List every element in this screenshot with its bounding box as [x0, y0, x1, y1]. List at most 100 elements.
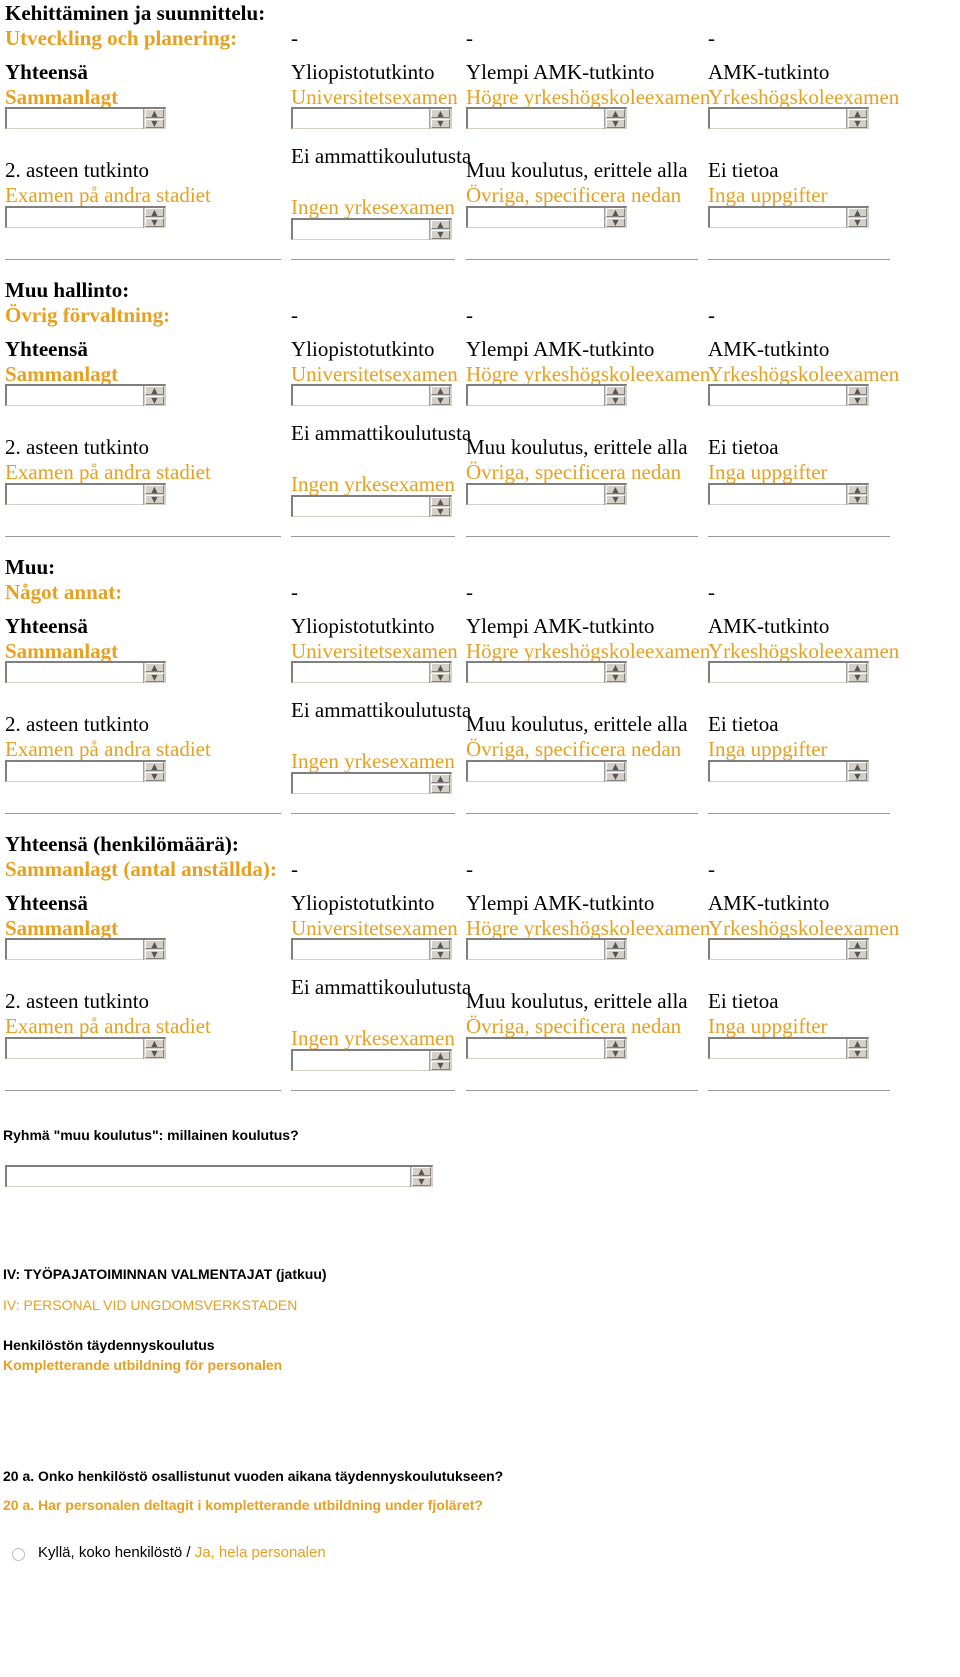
- spin-buttons[interactable]: ▲ ▼: [846, 208, 868, 228]
- spin-up-icon[interactable]: ▲: [606, 386, 625, 395]
- spin-down-icon[interactable]: ▼: [606, 673, 625, 682]
- other-stepper[interactable]: ▲ ▼: [466, 760, 627, 782]
- spin-down-icon[interactable]: ▼: [145, 950, 164, 959]
- spin-up-icon[interactable]: ▲: [848, 208, 867, 217]
- spin-down-icon[interactable]: ▼: [431, 1061, 450, 1070]
- higher-amk-stepper[interactable]: ▲ ▼: [466, 384, 627, 406]
- spin-buttons[interactable]: ▲ ▼: [143, 940, 165, 960]
- spin-buttons[interactable]: ▲ ▼: [604, 1039, 626, 1059]
- spin-up-icon[interactable]: ▲: [145, 762, 164, 771]
- spin-up-icon[interactable]: ▲: [145, 1039, 164, 1048]
- spin-down-icon[interactable]: ▼: [431, 396, 450, 405]
- spin-up-icon[interactable]: ▲: [145, 386, 164, 395]
- spin-down-icon[interactable]: ▼: [848, 119, 867, 128]
- spin-buttons[interactable]: ▲ ▼: [143, 663, 165, 683]
- spin-buttons[interactable]: ▲ ▼: [143, 1039, 165, 1059]
- spin-down-icon[interactable]: ▼: [606, 218, 625, 227]
- spin-down-icon[interactable]: ▼: [848, 1049, 867, 1058]
- spin-down-icon[interactable]: ▼: [145, 119, 164, 128]
- total-stepper[interactable]: ▲ ▼: [5, 107, 166, 129]
- spin-down-icon[interactable]: ▼: [431, 230, 450, 239]
- spin-down-icon[interactable]: ▼: [412, 1177, 431, 1186]
- spin-up-icon[interactable]: ▲: [145, 208, 164, 217]
- spin-buttons[interactable]: ▲ ▼: [429, 774, 451, 794]
- spin-up-icon[interactable]: ▲: [145, 485, 164, 494]
- spin-up-icon[interactable]: ▲: [606, 940, 625, 949]
- spin-down-icon[interactable]: ▼: [431, 119, 450, 128]
- spin-up-icon[interactable]: ▲: [848, 1039, 867, 1048]
- total-stepper[interactable]: ▲ ▼: [5, 661, 166, 683]
- spin-up-icon[interactable]: ▲: [606, 762, 625, 771]
- spin-buttons[interactable]: ▲ ▼: [143, 109, 165, 129]
- spin-down-icon[interactable]: ▼: [145, 772, 164, 781]
- higher-amk-stepper[interactable]: ▲ ▼: [466, 107, 627, 129]
- spin-up-icon[interactable]: ▲: [848, 485, 867, 494]
- spin-down-icon[interactable]: ▼: [606, 495, 625, 504]
- spin-down-icon[interactable]: ▼: [848, 950, 867, 959]
- spin-down-icon[interactable]: ▼: [431, 784, 450, 793]
- spin-up-icon[interactable]: ▲: [848, 762, 867, 771]
- spin-down-icon[interactable]: ▼: [606, 1049, 625, 1058]
- secondary-stepper[interactable]: ▲ ▼: [5, 483, 166, 505]
- spin-up-icon[interactable]: ▲: [606, 485, 625, 494]
- spin-up-icon[interactable]: ▲: [431, 774, 450, 783]
- spin-down-icon[interactable]: ▼: [606, 119, 625, 128]
- spin-buttons[interactable]: ▲ ▼: [143, 485, 165, 505]
- radio-button[interactable]: [12, 1548, 25, 1561]
- spin-buttons[interactable]: ▲ ▼: [410, 1167, 432, 1187]
- spin-up-icon[interactable]: ▲: [145, 109, 164, 118]
- spin-down-icon[interactable]: ▼: [145, 218, 164, 227]
- total-stepper[interactable]: ▲ ▼: [5, 938, 166, 960]
- university-stepper[interactable]: ▲ ▼: [291, 938, 452, 960]
- spin-up-icon[interactable]: ▲: [848, 940, 867, 949]
- spin-buttons[interactable]: ▲ ▼: [143, 208, 165, 228]
- spin-buttons[interactable]: ▲ ▼: [429, 497, 451, 517]
- secondary-stepper[interactable]: ▲ ▼: [5, 760, 166, 782]
- no-vocational-stepper[interactable]: ▲ ▼: [291, 772, 452, 794]
- other-training-input[interactable]: ▲ ▼: [5, 1165, 433, 1187]
- no-info-stepper[interactable]: ▲ ▼: [708, 483, 869, 505]
- spin-buttons[interactable]: ▲ ▼: [429, 663, 451, 683]
- spin-up-icon[interactable]: ▲: [848, 109, 867, 118]
- secondary-stepper[interactable]: ▲ ▼: [5, 206, 166, 228]
- spin-down-icon[interactable]: ▼: [145, 396, 164, 405]
- spin-up-icon[interactable]: ▲: [431, 940, 450, 949]
- spin-up-icon[interactable]: ▲: [145, 940, 164, 949]
- spin-buttons[interactable]: ▲ ▼: [846, 1039, 868, 1059]
- amk-stepper[interactable]: ▲ ▼: [708, 938, 869, 960]
- spin-up-icon[interactable]: ▲: [431, 1051, 450, 1060]
- spin-up-icon[interactable]: ▲: [606, 663, 625, 672]
- no-info-stepper[interactable]: ▲ ▼: [708, 760, 869, 782]
- spin-buttons[interactable]: ▲ ▼: [604, 109, 626, 129]
- spin-up-icon[interactable]: ▲: [431, 386, 450, 395]
- spin-buttons[interactable]: ▲ ▼: [604, 485, 626, 505]
- spin-up-icon[interactable]: ▲: [606, 109, 625, 118]
- spin-down-icon[interactable]: ▼: [606, 396, 625, 405]
- spin-buttons[interactable]: ▲ ▼: [604, 762, 626, 782]
- spin-up-icon[interactable]: ▲: [412, 1167, 431, 1176]
- spin-buttons[interactable]: ▲ ▼: [604, 940, 626, 960]
- spin-buttons[interactable]: ▲ ▼: [143, 386, 165, 406]
- spin-up-icon[interactable]: ▲: [848, 663, 867, 672]
- spin-buttons[interactable]: ▲ ▼: [429, 220, 451, 240]
- no-vocational-stepper[interactable]: ▲ ▼: [291, 1049, 452, 1071]
- other-stepper[interactable]: ▲ ▼: [466, 1037, 627, 1059]
- spin-down-icon[interactable]: ▼: [848, 218, 867, 227]
- spin-up-icon[interactable]: ▲: [145, 663, 164, 672]
- higher-amk-stepper[interactable]: ▲ ▼: [466, 661, 627, 683]
- no-vocational-stepper[interactable]: ▲ ▼: [291, 495, 452, 517]
- university-stepper[interactable]: ▲ ▼: [291, 384, 452, 406]
- university-stepper[interactable]: ▲ ▼: [291, 661, 452, 683]
- spin-buttons[interactable]: ▲ ▼: [846, 109, 868, 129]
- spin-up-icon[interactable]: ▲: [431, 497, 450, 506]
- spin-down-icon[interactable]: ▼: [848, 396, 867, 405]
- spin-down-icon[interactable]: ▼: [606, 950, 625, 959]
- spin-down-icon[interactable]: ▼: [145, 495, 164, 504]
- spin-buttons[interactable]: ▲ ▼: [846, 663, 868, 683]
- spin-down-icon[interactable]: ▼: [848, 673, 867, 682]
- spin-buttons[interactable]: ▲ ▼: [846, 940, 868, 960]
- spin-up-icon[interactable]: ▲: [848, 386, 867, 395]
- spin-buttons[interactable]: ▲ ▼: [429, 1051, 451, 1071]
- spin-up-icon[interactable]: ▲: [431, 220, 450, 229]
- higher-amk-stepper[interactable]: ▲ ▼: [466, 938, 627, 960]
